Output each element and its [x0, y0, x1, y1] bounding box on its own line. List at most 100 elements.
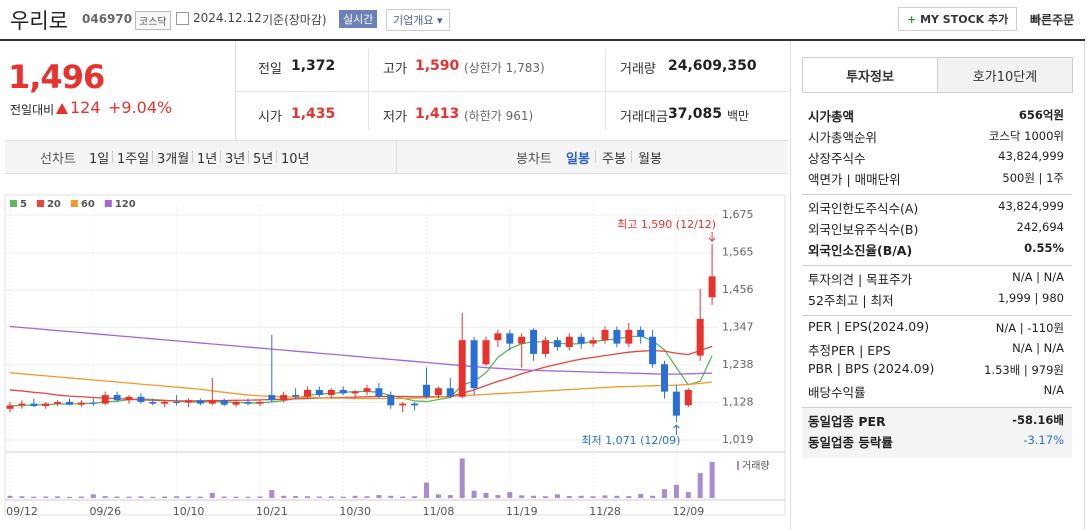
stat-label: 시가: [258, 110, 282, 125]
panel-border: [1084, 41, 1085, 530]
volume-bar: [614, 495, 620, 498]
info-label: 투자의견 | 목표주가: [808, 272, 913, 287]
legend-label: 5: [20, 199, 27, 210]
volume-bar: [507, 492, 513, 498]
quick-order[interactable]: 빠른주문: [1030, 13, 1075, 27]
info-label: 액면가 | 매매단위: [808, 172, 901, 187]
y-tick-label: 1,238: [722, 358, 754, 371]
info-value: -3.17%: [1023, 433, 1064, 447]
volume-bar: [673, 484, 679, 498]
candle-body: [637, 329, 645, 337]
volume-bar: [471, 490, 477, 498]
volume-bar: [67, 496, 72, 498]
period-tab[interactable]: 1년: [197, 152, 218, 167]
info-tab-box[interactable]: [937, 57, 1073, 93]
info-value: N/A | N/A: [1012, 341, 1064, 355]
moving-average: [9, 345, 713, 402]
volume-bar: [305, 496, 310, 498]
volume-bar: [400, 496, 406, 498]
volume-bar: [269, 489, 275, 498]
volume-bar: [233, 496, 239, 498]
candle-body: [446, 388, 454, 397]
realtime-badge[interactable]: 실시간: [339, 10, 378, 28]
volume-bar: [543, 496, 548, 498]
candle-body: [220, 400, 228, 405]
stat-unit: 백만: [727, 109, 750, 123]
period-tab[interactable]: 3년: [225, 152, 246, 167]
period-tab[interactable]: 주봉: [602, 152, 626, 167]
stock-name: 우리로: [10, 9, 68, 33]
overview-text: 기업개요: [393, 14, 434, 27]
volume-swatch: [737, 461, 739, 470]
volume-bar: [388, 495, 394, 498]
info-value: 0.55%: [1024, 241, 1064, 255]
candle-body: [125, 396, 133, 401]
x-tick-label: 10/30: [339, 505, 371, 518]
candle-body: [268, 395, 276, 401]
candle-body: [256, 401, 264, 404]
my-stock-button[interactable]: + MY STOCK 추가: [898, 7, 1018, 31]
tab-separator: [192, 151, 193, 163]
legend-swatch: [10, 200, 17, 207]
high-arrow: [708, 232, 716, 242]
period-tab[interactable]: 1주일: [117, 152, 150, 167]
info-label: PBR | BPS (2024.09): [808, 361, 935, 376]
candle-body: [185, 400, 192, 403]
period-tab[interactable]: 10년: [281, 152, 310, 167]
volume-bar: [55, 496, 61, 498]
period-tab[interactable]: 일봉: [566, 152, 590, 167]
info-label: 상장주식수: [808, 151, 866, 166]
line-chart-label: 선차트: [40, 152, 76, 167]
period-tab[interactable]: 월봉: [638, 152, 662, 167]
volume-bar: [257, 496, 263, 498]
info-value: N/A | N/A: [1012, 270, 1064, 284]
volume-bar: [424, 482, 429, 498]
info-tab[interactable]: 호가10단계: [972, 70, 1038, 85]
legend-swatch: [70, 200, 78, 207]
volume-bar: [19, 496, 25, 498]
volume-bar: [221, 496, 227, 498]
volume-bar: [102, 496, 108, 498]
info-tab[interactable]: 투자정보: [846, 70, 894, 85]
my-stock-text: MY STOCK 추가: [920, 13, 1009, 26]
header-divider: [0, 39, 1085, 41]
stat-note: (상한가 1,783): [464, 61, 545, 75]
info-value: 242,694: [1016, 220, 1064, 234]
overview-button[interactable]: 기업개요 ▾: [386, 9, 450, 31]
section-divider: [802, 194, 1072, 195]
info-value: 43,824,999: [998, 199, 1064, 213]
candle-body: [54, 401, 62, 404]
period-tab[interactable]: 3개월: [157, 152, 190, 167]
info-value: 1.53배 | 979원: [984, 363, 1064, 377]
tab-separator: [220, 151, 221, 163]
candle-body: [363, 388, 371, 392]
volume-bar: [483, 492, 489, 498]
tab-separator: [631, 151, 632, 163]
period-tab[interactable]: 1일: [89, 152, 110, 167]
candle-body: [565, 336, 573, 348]
info-label: 추정PER | EPS: [808, 343, 891, 358]
volume-bar: [626, 496, 632, 498]
stat-label: 거래량: [620, 62, 656, 77]
volume-bar: [316, 496, 322, 498]
volume-bar: [709, 461, 715, 498]
candle-body: [327, 389, 335, 396]
up-arrow: [56, 103, 68, 114]
candle-body: [423, 384, 430, 397]
high-annotation: 최고 1,590 (12/12): [617, 218, 716, 231]
candle-body: [89, 402, 97, 404]
info-label: 외국인한도주식수(A): [808, 201, 919, 216]
stat-value: 1,413: [415, 106, 460, 122]
candle-body: [149, 401, 157, 404]
info-tab-box[interactable]: [802, 57, 938, 93]
candle-body: [280, 395, 288, 401]
change-pct: +9.04%: [108, 98, 173, 117]
volume-bar: [566, 496, 572, 498]
volume-label: 거래량: [742, 460, 770, 472]
info-label: 52주최고 | 최저: [808, 293, 894, 308]
period-tab[interactable]: 5년: [253, 152, 274, 167]
low-arrow: [673, 424, 680, 435]
y-tick-label: 1,675: [722, 208, 754, 221]
period-divider: [396, 141, 397, 173]
candle-body: [292, 395, 300, 397]
